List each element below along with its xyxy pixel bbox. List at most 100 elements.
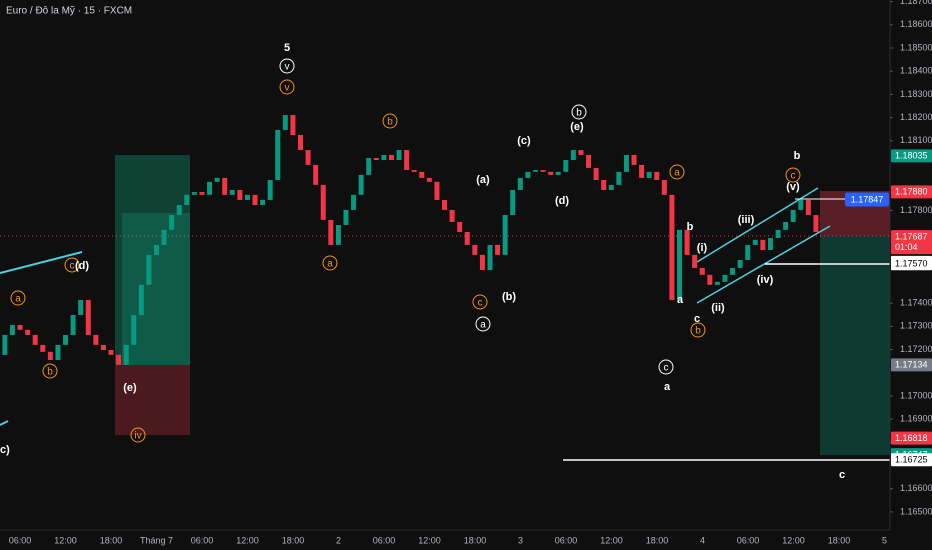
wave-label: a [327, 259, 333, 270]
candle [752, 239, 758, 245]
wave-label: (i) [697, 242, 708, 254]
candle [654, 171, 660, 180]
price-label: 1.17570 [895, 259, 928, 269]
candle [237, 189, 243, 200]
candle [548, 171, 554, 175]
wave-label: (iv) [757, 274, 774, 286]
candle [93, 334, 99, 345]
candle [646, 171, 652, 178]
x-tick-label: Tháng 7 [140, 535, 173, 545]
trend-line [0, 420, 9, 426]
candle [730, 267, 736, 275]
price-label: 1.17687 [895, 231, 928, 241]
candle [745, 244, 751, 261]
plot-layer [0, 155, 890, 461]
candle [381, 154, 387, 161]
candle [419, 171, 425, 178]
y-tick-label: 1.16500 [900, 506, 932, 516]
candle [146, 254, 152, 285]
candle [55, 344, 61, 360]
y-tick-label: 1.16600 [900, 483, 932, 493]
candle [153, 244, 159, 255]
price-label: 1.17134 [895, 360, 928, 370]
candle [677, 229, 682, 300]
candle [608, 184, 614, 190]
candle [108, 350, 114, 355]
wave-label: b [794, 150, 801, 162]
candle [320, 184, 326, 220]
wave-label: (b) [502, 291, 516, 303]
candle [229, 189, 235, 195]
wave-label: b [387, 117, 393, 128]
candle [2, 334, 8, 355]
x-tick-label: 5 [882, 535, 887, 545]
wave-label: a [677, 294, 684, 306]
candle [464, 231, 470, 245]
candle [487, 244, 493, 270]
candle [131, 314, 137, 345]
x-tick-label: 06:00 [191, 535, 214, 545]
wave-circle [571, 104, 587, 120]
candle [775, 229, 781, 238]
candle [532, 170, 538, 172]
wave-circle [382, 113, 398, 129]
candle [47, 351, 53, 360]
candle [593, 167, 599, 180]
candle [244, 194, 250, 200]
wave-circle [322, 255, 338, 271]
candle [275, 129, 281, 180]
long-stop-zone [115, 365, 190, 435]
candle [631, 154, 637, 165]
y-tick-label: 1.18400 [900, 66, 932, 76]
candle [214, 177, 220, 182]
y-tick-label: 1.18100 [900, 135, 932, 145]
candle [495, 244, 501, 255]
wave-circle [690, 322, 706, 338]
candle [449, 209, 455, 222]
candle [472, 244, 478, 255]
price-label-box [891, 453, 932, 467]
candle [805, 199, 811, 216]
candle [767, 237, 773, 251]
x-tick-label: 06:00 [9, 535, 32, 545]
candle [169, 215, 175, 230]
candle [222, 177, 228, 195]
candle [479, 254, 485, 270]
wave-label: (e) [123, 382, 137, 394]
wave-circle [42, 363, 58, 379]
channel-line [696, 187, 819, 263]
x-tick-label: 12:00 [600, 535, 623, 545]
wave-circle [279, 79, 295, 95]
wave-label: (ii) [711, 302, 725, 314]
candle [138, 284, 144, 315]
x-tick-label: 4 [700, 535, 705, 545]
candle [366, 157, 372, 175]
x-tick-label: 18:00 [646, 535, 669, 545]
candle [199, 192, 205, 195]
wave-label: v [285, 62, 290, 73]
candle [760, 239, 766, 251]
candle [570, 150, 576, 161]
y-tick-label: 1.17000 [900, 390, 932, 400]
candle [70, 314, 76, 335]
y-tick-label: 1.17300 [900, 321, 932, 331]
wave-label: c [694, 313, 700, 325]
candle [540, 170, 546, 172]
candle [100, 344, 106, 351]
candle [176, 205, 182, 216]
candle [78, 299, 84, 315]
x-tick-label: 3 [518, 535, 523, 545]
price-label: 1.18035 [895, 151, 928, 161]
wave-circle [785, 167, 801, 183]
candle [586, 154, 592, 168]
candle [434, 181, 440, 200]
candle [358, 174, 364, 195]
candle [63, 334, 69, 345]
price-label-box [891, 149, 932, 163]
candle [9, 324, 15, 335]
x-tick-label: 18:00 [464, 535, 487, 545]
candle [737, 260, 743, 268]
wave-label: (iii) [738, 214, 755, 226]
candle [252, 194, 258, 206]
